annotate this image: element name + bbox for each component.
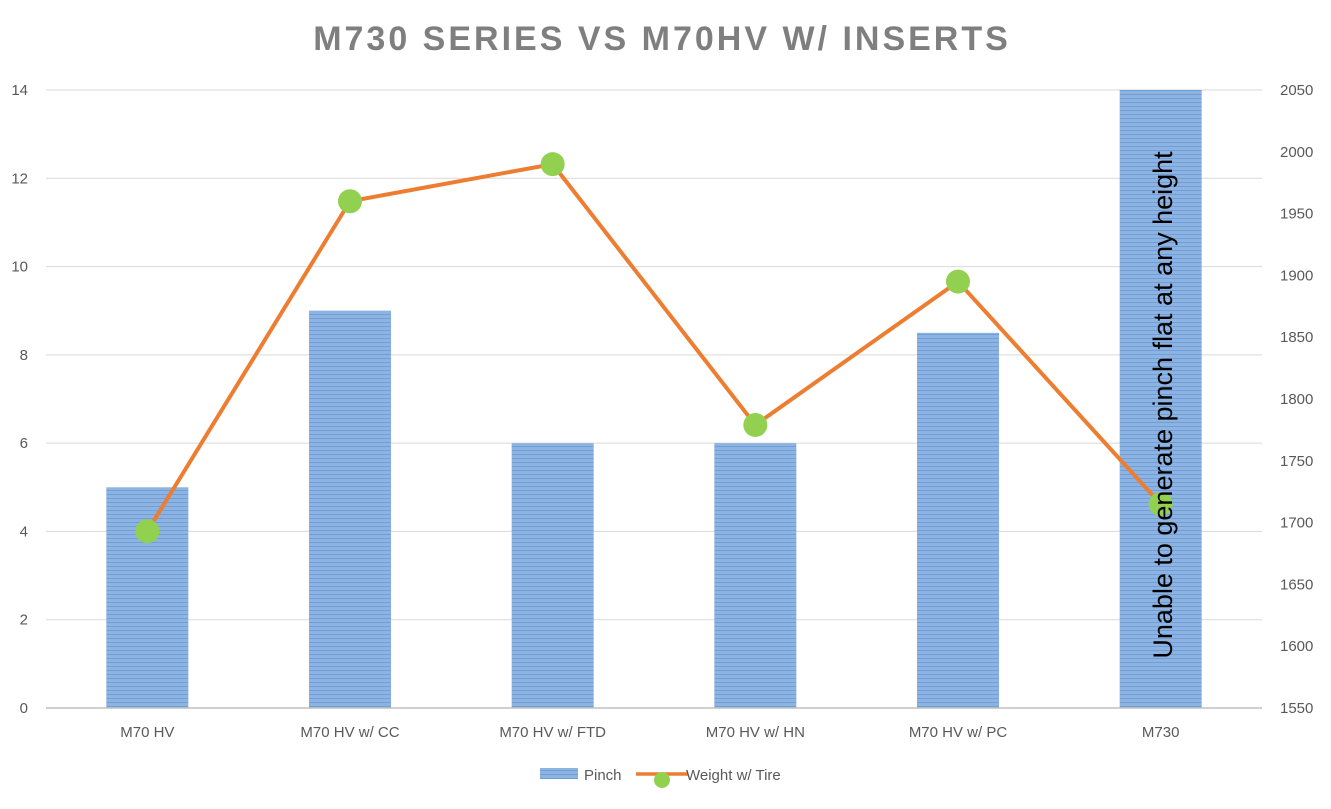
left-tick-label: 0: [20, 700, 28, 717]
bar: [714, 443, 797, 708]
weight-point: [540, 152, 565, 177]
left-tick-label: 14: [11, 82, 28, 99]
right-tick-label: 1600: [1280, 638, 1313, 655]
bar-series: [106, 90, 1202, 708]
left-tick-label: 12: [11, 170, 28, 187]
legend-swatch-weight-marker: [654, 772, 670, 788]
right-tick-label: 1650: [1280, 576, 1313, 593]
weight-point: [135, 519, 160, 544]
left-tick-label: 8: [20, 347, 28, 364]
right-tick-label: 2050: [1280, 82, 1313, 99]
right-tick-label: 1850: [1280, 329, 1313, 346]
legend-label-pinch: Pinch: [584, 767, 622, 784]
category-label: M70 HV w/ CC: [300, 724, 399, 741]
category-label: M730: [1142, 724, 1180, 741]
right-axis-ticks: 1550 1600 1650 1700 1750 1800 1850 1900 1950 2000…: [1280, 82, 1313, 717]
left-tick-label: 4: [20, 523, 28, 540]
weight-point: [338, 189, 362, 214]
left-tick-label: 2: [20, 612, 28, 629]
left-tick-label: 6: [20, 435, 28, 452]
bar: [1119, 90, 1202, 708]
weight-line: [145, 162, 1163, 533]
left-axis-ticks: 0 2 4 6 8 10 12 14: [11, 82, 28, 717]
legend-label-weight: Weight w/ Tire: [686, 767, 781, 784]
category-label: M70 HV w/ HN: [706, 724, 805, 741]
right-tick-label: 1950: [1280, 206, 1313, 223]
right-tick-label: 1800: [1280, 391, 1313, 408]
weight-point: [946, 269, 970, 294]
legend-swatch-pinch: [540, 768, 578, 779]
weight-point: [743, 412, 768, 437]
category-label: M70 HV w/ FTD: [499, 724, 606, 741]
right-tick-label: 1550: [1280, 700, 1313, 717]
bar: [309, 310, 391, 708]
bar: [511, 443, 594, 708]
left-tick-label: 10: [11, 259, 28, 276]
category-label: M70 HV w/ PC: [909, 724, 1008, 741]
bar: [917, 332, 999, 708]
gridlines: [46, 89, 1262, 621]
right-tick-label: 2000: [1280, 144, 1313, 161]
chart-title: M730 SERIES VS M70HV W/ INSERTS: [313, 20, 1011, 58]
right-tick-label: 1750: [1280, 453, 1313, 470]
category-label: M70 HV: [120, 724, 174, 741]
line-series: [135, 152, 1173, 544]
annotation-text: Unable to generate pinch flat at any hei…: [1148, 151, 1178, 659]
legend: Pinch Weight w/ Tire: [540, 767, 781, 788]
weight-point: [1148, 492, 1173, 517]
right-tick-label: 1700: [1280, 515, 1313, 532]
category-labels: M70 HV M70 HV w/ CC M70 HV w/ FTD M70 HV w/…: [120, 724, 1179, 741]
right-tick-label: 1900: [1280, 267, 1313, 284]
